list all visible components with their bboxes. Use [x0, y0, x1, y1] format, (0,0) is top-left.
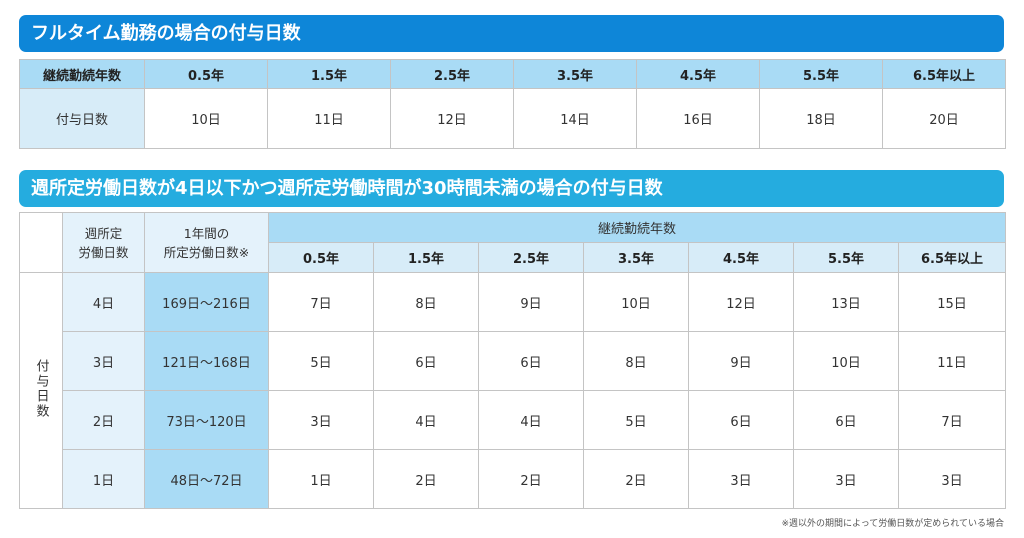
side-label-cell: 付与日数 — [19, 272, 63, 509]
year-header: 1.5年 — [267, 59, 391, 89]
year-header: 4.5年 — [636, 59, 760, 89]
header-label: 継続勤続年数 — [19, 59, 145, 89]
fulltime-table: 継続勤続年数 0.5年 1.5年 2.5年 3.5年 4.5年 5.5年 6.5… — [19, 59, 1006, 149]
days-cell: 10日 — [793, 331, 899, 391]
days-cell: 3日 — [897, 449, 1007, 509]
year-header: 0.5年 — [268, 242, 374, 273]
annual-header-line2: 所定労働日数※ — [163, 244, 250, 260]
table-row: 1日 48日～72日 1日 2日 2日 2日 3日 3日 3日 — [20, 449, 1007, 509]
days-cell: 2日 — [478, 449, 584, 509]
table-header-row: 継続勤続年数 0.5年 1.5年 2.5年 3.5年 4.5年 5.5年 6.5… — [19, 59, 1006, 89]
year-header: 3.5年 — [583, 242, 689, 273]
table-row: 3日 121日～168日 5日 6日 6日 8日 9日 10日 11日 — [20, 331, 1007, 391]
year-header: 5.5年 — [759, 59, 883, 89]
days-cell: 10日 — [583, 272, 689, 332]
weekly-days-cell: 1日 — [62, 449, 145, 509]
annual-days-cell: 121日～168日 — [144, 331, 269, 391]
days-cell: 11日 — [897, 331, 1007, 391]
weekly-days-header: 週所定 労働日数 — [62, 212, 145, 273]
days-cell: 7日 — [897, 390, 1007, 450]
days-cell: 7日 — [268, 272, 374, 332]
section2-title: 週所定労働日数が4日以下かつ週所定労働時間が30時間未満の場合の付与日数 — [19, 170, 1004, 207]
weekly-days-cell: 3日 — [62, 331, 145, 391]
table-row: 付与日数 4日 169日～216日 7日 8日 9日 10日 12日 13日 1… — [19, 272, 1007, 509]
year-header: 1.5年 — [373, 242, 479, 273]
days-cell: 9日 — [478, 272, 584, 332]
days-cell: 12日 — [390, 88, 514, 149]
days-cell: 11日 — [267, 88, 391, 149]
year-header: 2.5年 — [390, 59, 514, 89]
days-cell: 6日 — [478, 331, 584, 391]
annual-days-cell: 73日～120日 — [144, 390, 269, 450]
days-cell: 6日 — [688, 390, 794, 450]
days-cell: 12日 — [688, 272, 794, 332]
footnote: ※週以外の期間によって労働日数が定められている場合 — [781, 519, 1004, 529]
days-cell: 14日 — [513, 88, 637, 149]
row-label: 付与日数 — [19, 88, 145, 149]
days-cell: 15日 — [897, 272, 1007, 332]
days-cell: 4日 — [478, 390, 584, 450]
year-header: 5.5年 — [793, 242, 899, 273]
weekly-header-line1: 週所定 — [84, 225, 123, 241]
days-cell: 13日 — [793, 272, 899, 332]
days-cell: 4日 — [373, 390, 479, 450]
year-header: 6.5年以上 — [882, 59, 1006, 89]
days-cell: 3日 — [793, 449, 899, 509]
days-cell: 16日 — [636, 88, 760, 149]
days-cell: 3日 — [688, 449, 794, 509]
days-cell: 2日 — [373, 449, 479, 509]
annual-days-cell: 169日～216日 — [144, 272, 269, 332]
section1-title: フルタイム勤務の場合の付与日数 — [19, 15, 1004, 52]
table-row: 付与日数 10日 11日 12日 14日 16日 18日 20日 — [19, 88, 1006, 149]
parttime-table: 週所定 労働日数 1年間の 所定労働日数※ 継続勤続年数 0.5年 1.5年 2… — [19, 212, 1007, 509]
days-cell: 6日 — [793, 390, 899, 450]
annual-days-cell: 48日～72日 — [144, 449, 269, 509]
weekly-days-cell: 4日 — [62, 272, 145, 332]
table-row: 2日 73日～120日 3日 4日 4日 5日 6日 6日 7日 — [20, 390, 1007, 450]
annual-days-header: 1年間の 所定労働日数※ — [144, 212, 269, 273]
weekly-header-line2: 労働日数 — [78, 244, 129, 260]
year-header: 6.5年以上 — [897, 242, 1007, 273]
corner-cell — [19, 212, 63, 273]
annual-header-line1: 1年間の — [183, 225, 230, 241]
year-header: 3.5年 — [513, 59, 637, 89]
days-cell: 18日 — [759, 88, 883, 149]
days-cell: 6日 — [373, 331, 479, 391]
side-label: 付与日数 — [33, 358, 49, 419]
days-cell: 8日 — [583, 331, 689, 391]
year-header: 4.5年 — [688, 242, 794, 273]
days-cell: 2日 — [583, 449, 689, 509]
days-cell: 20日 — [882, 88, 1006, 149]
table-header-row: 0.5年 1.5年 2.5年 3.5年 4.5年 5.5年 6.5年以上 — [20, 242, 1007, 273]
days-cell: 5日 — [268, 331, 374, 391]
weekly-days-cell: 2日 — [62, 390, 145, 450]
year-header: 2.5年 — [478, 242, 584, 273]
days-cell: 5日 — [583, 390, 689, 450]
days-cell: 1日 — [268, 449, 374, 509]
days-cell: 10日 — [144, 88, 268, 149]
days-cell: 3日 — [268, 390, 374, 450]
days-cell: 8日 — [373, 272, 479, 332]
days-cell: 9日 — [688, 331, 794, 391]
year-header: 0.5年 — [144, 59, 268, 89]
table-header-row: 週所定 労働日数 1年間の 所定労働日数※ 継続勤続年数 — [19, 212, 1007, 273]
group-header: 継続勤続年数 — [267, 212, 1007, 243]
